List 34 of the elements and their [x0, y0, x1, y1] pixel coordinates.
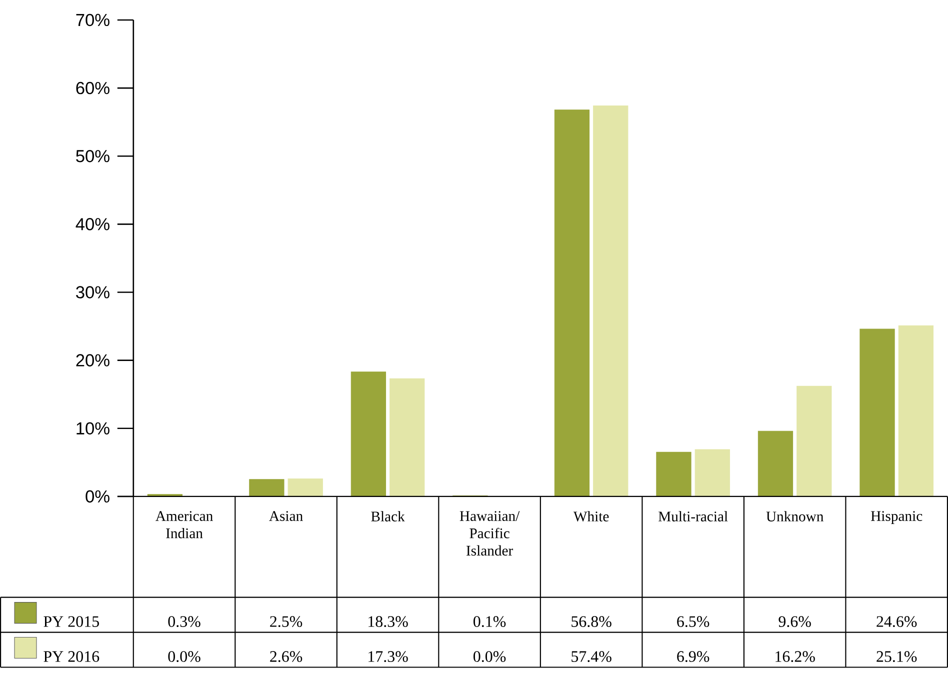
y-tick-label: 60%: [76, 82, 110, 94]
x-tick-label: Hispanic: [870, 511, 922, 524]
data-label: 0.1%: [474, 616, 506, 627]
x-tick-label: Multi-racial: [658, 511, 728, 522]
data-label: 17.3%: [368, 651, 408, 662]
y-tick-label: 50%: [76, 150, 110, 162]
data-label: 2.6%: [270, 651, 302, 662]
x-tick-label: Unknown: [766, 511, 824, 522]
legend-label: PY 2016: [44, 651, 100, 662]
y-tick-label: 20%: [76, 354, 110, 366]
y-tick-label: 30%: [76, 286, 110, 298]
x-tick-label: White: [573, 511, 609, 522]
x-tick-label: Hawaiian/ Pacific Islander: [460, 511, 520, 556]
data-label: 0.0%: [168, 651, 200, 662]
data-label: 2.5%: [270, 616, 302, 627]
data-label: 6.9%: [677, 651, 710, 662]
data-label: 25.1%: [876, 651, 917, 662]
data-label: 24.6%: [876, 616, 917, 627]
data-label: 9.6%: [778, 616, 811, 627]
data-label: 18.3%: [368, 616, 408, 627]
y-tick-label: 70%: [76, 14, 110, 26]
x-tick-label: Black: [371, 511, 405, 522]
y-tick-label: 0%: [86, 490, 110, 502]
data-label: 6.5%: [677, 616, 710, 627]
data-label: 57.4%: [572, 651, 612, 662]
data-label: 56.8%: [572, 616, 612, 627]
y-tick-label: 40%: [76, 218, 110, 230]
x-tick-label: American Indian: [156, 511, 213, 538]
data-label: 16.2%: [776, 651, 815, 662]
data-label: 0.3%: [168, 616, 200, 627]
data-label: 0.0%: [474, 651, 506, 662]
legend-label: PY 2015: [44, 616, 99, 627]
y-tick-label: 10%: [76, 422, 110, 434]
x-tick-label: Asian: [269, 511, 303, 521]
